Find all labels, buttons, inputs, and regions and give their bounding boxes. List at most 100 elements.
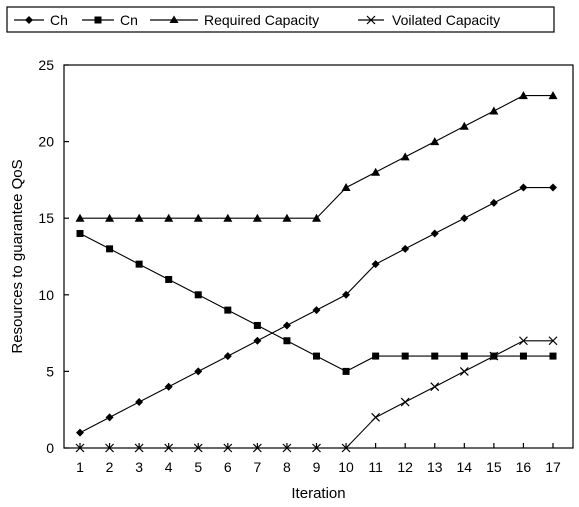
legend-item-voilated-capacity: Voilated Capacity xyxy=(358,12,500,28)
data-point-ch xyxy=(371,260,380,269)
data-point-cn xyxy=(224,306,232,314)
data-point-required-capacity xyxy=(282,213,292,222)
data-point-required-capacity xyxy=(134,213,144,222)
x-tick-label: 3 xyxy=(135,459,143,475)
data-point-voilated-capacity xyxy=(430,382,440,392)
y-tick-label: 10 xyxy=(38,287,54,303)
series-ch xyxy=(76,183,557,437)
series-voilated-capacity xyxy=(75,336,558,453)
data-point-cn xyxy=(106,245,114,253)
plot-area xyxy=(63,64,574,449)
series-required-capacity xyxy=(75,91,558,222)
x-tick-label: 11 xyxy=(368,459,383,475)
data-point-voilated-capacity xyxy=(371,412,381,422)
data-point-cn xyxy=(135,260,143,268)
data-point-ch xyxy=(76,428,84,437)
y-tick-label: 25 xyxy=(38,57,54,73)
y-tick-label: 20 xyxy=(38,134,54,150)
data-point-required-capacity xyxy=(518,91,528,100)
legend-marker-diamond xyxy=(25,16,33,24)
series-line-cn xyxy=(79,233,553,373)
data-point-ch xyxy=(549,183,557,192)
data-point-ch xyxy=(135,398,144,407)
x-tick-label: 8 xyxy=(283,459,291,475)
legend: Ch Cn Required Capacity Voilated Capacit… xyxy=(6,6,555,33)
data-point-ch xyxy=(164,382,173,391)
data-point-required-capacity xyxy=(105,213,115,222)
x-tick-label: 5 xyxy=(194,459,202,475)
x-tick-label: 15 xyxy=(486,459,502,475)
data-point-cn xyxy=(253,321,261,329)
legend-label-required-capacity: Required Capacity xyxy=(204,12,319,28)
x-tick-label: 9 xyxy=(313,459,321,475)
data-point-cn xyxy=(431,352,439,360)
x-axis-title: Iteration xyxy=(291,485,345,502)
y-axis: 0 5 10 15 20 25 xyxy=(38,57,69,456)
x-tick-label: 10 xyxy=(338,459,354,475)
y-tick-label: 15 xyxy=(38,210,54,226)
data-point-cn xyxy=(76,230,84,238)
data-point-ch xyxy=(194,367,203,376)
y-tick-label: 0 xyxy=(46,440,54,456)
x-tick-label: 13 xyxy=(427,459,443,475)
data-point-required-capacity xyxy=(489,106,499,115)
data-point-required-capacity xyxy=(193,213,203,222)
data-point-cn xyxy=(313,352,320,360)
data-point-required-capacity xyxy=(371,167,381,176)
data-point-required-capacity xyxy=(312,213,321,222)
y-tick-label: 5 xyxy=(46,363,54,379)
data-point-ch xyxy=(312,306,321,315)
data-point-ch xyxy=(342,290,351,299)
data-point-ch xyxy=(460,214,469,223)
data-point-voilated-capacity xyxy=(519,336,528,346)
data-point-voilated-capacity xyxy=(134,443,144,453)
data-point-voilated-capacity xyxy=(400,397,410,407)
data-point-cn xyxy=(372,352,380,360)
y-axis-title: Resources to guarantee QoS xyxy=(9,159,26,353)
x-tick-label: 2 xyxy=(106,459,114,475)
data-point-cn xyxy=(519,352,527,360)
data-point-cn xyxy=(283,337,291,345)
data-point-cn xyxy=(549,352,557,360)
data-point-ch xyxy=(430,229,439,238)
data-point-voilated-capacity xyxy=(341,443,351,453)
series-layer xyxy=(75,91,558,453)
x-tick-label: 12 xyxy=(397,459,413,475)
legend-marker-x xyxy=(366,15,376,25)
data-point-cn xyxy=(401,352,409,360)
x-tick-label: 1 xyxy=(76,459,84,475)
x-tick-label: 16 xyxy=(516,459,532,475)
data-point-required-capacity xyxy=(75,213,85,222)
data-point-required-capacity xyxy=(164,213,174,222)
legend-marker-square xyxy=(94,16,102,24)
data-point-required-capacity xyxy=(223,213,233,222)
x-tick-label: 4 xyxy=(165,459,173,475)
data-point-voilated-capacity xyxy=(105,443,114,453)
legend-item-cn: Cn xyxy=(82,12,138,28)
x-tick-label: 17 xyxy=(545,459,561,475)
data-point-required-capacity xyxy=(252,213,262,222)
data-point-required-capacity xyxy=(430,137,440,146)
data-point-required-capacity xyxy=(548,91,558,100)
legend-item-required-capacity: Required Capacity xyxy=(150,12,319,28)
x-tick-label: 7 xyxy=(253,459,261,475)
legend-label-voilated-capacity: Voilated Capacity xyxy=(392,12,500,28)
data-point-voilated-capacity xyxy=(252,443,262,453)
data-point-cn xyxy=(194,291,202,299)
data-point-ch xyxy=(519,183,528,192)
data-point-ch xyxy=(105,413,114,422)
data-point-voilated-capacity xyxy=(459,366,469,376)
data-point-voilated-capacity xyxy=(223,443,233,453)
series-line-required-capacity xyxy=(80,95,553,219)
data-point-voilated-capacity xyxy=(282,443,292,453)
data-point-cn xyxy=(165,275,173,283)
legend-marker-triangle xyxy=(169,15,179,23)
x-tick-label: 14 xyxy=(457,459,473,475)
data-point-voilated-capacity xyxy=(548,336,558,346)
data-point-required-capacity xyxy=(341,183,351,192)
legend-item-ch: Ch xyxy=(14,12,68,28)
data-point-cn xyxy=(342,367,350,375)
legend-label-cn: Cn xyxy=(120,12,138,28)
series-cn xyxy=(76,230,557,375)
